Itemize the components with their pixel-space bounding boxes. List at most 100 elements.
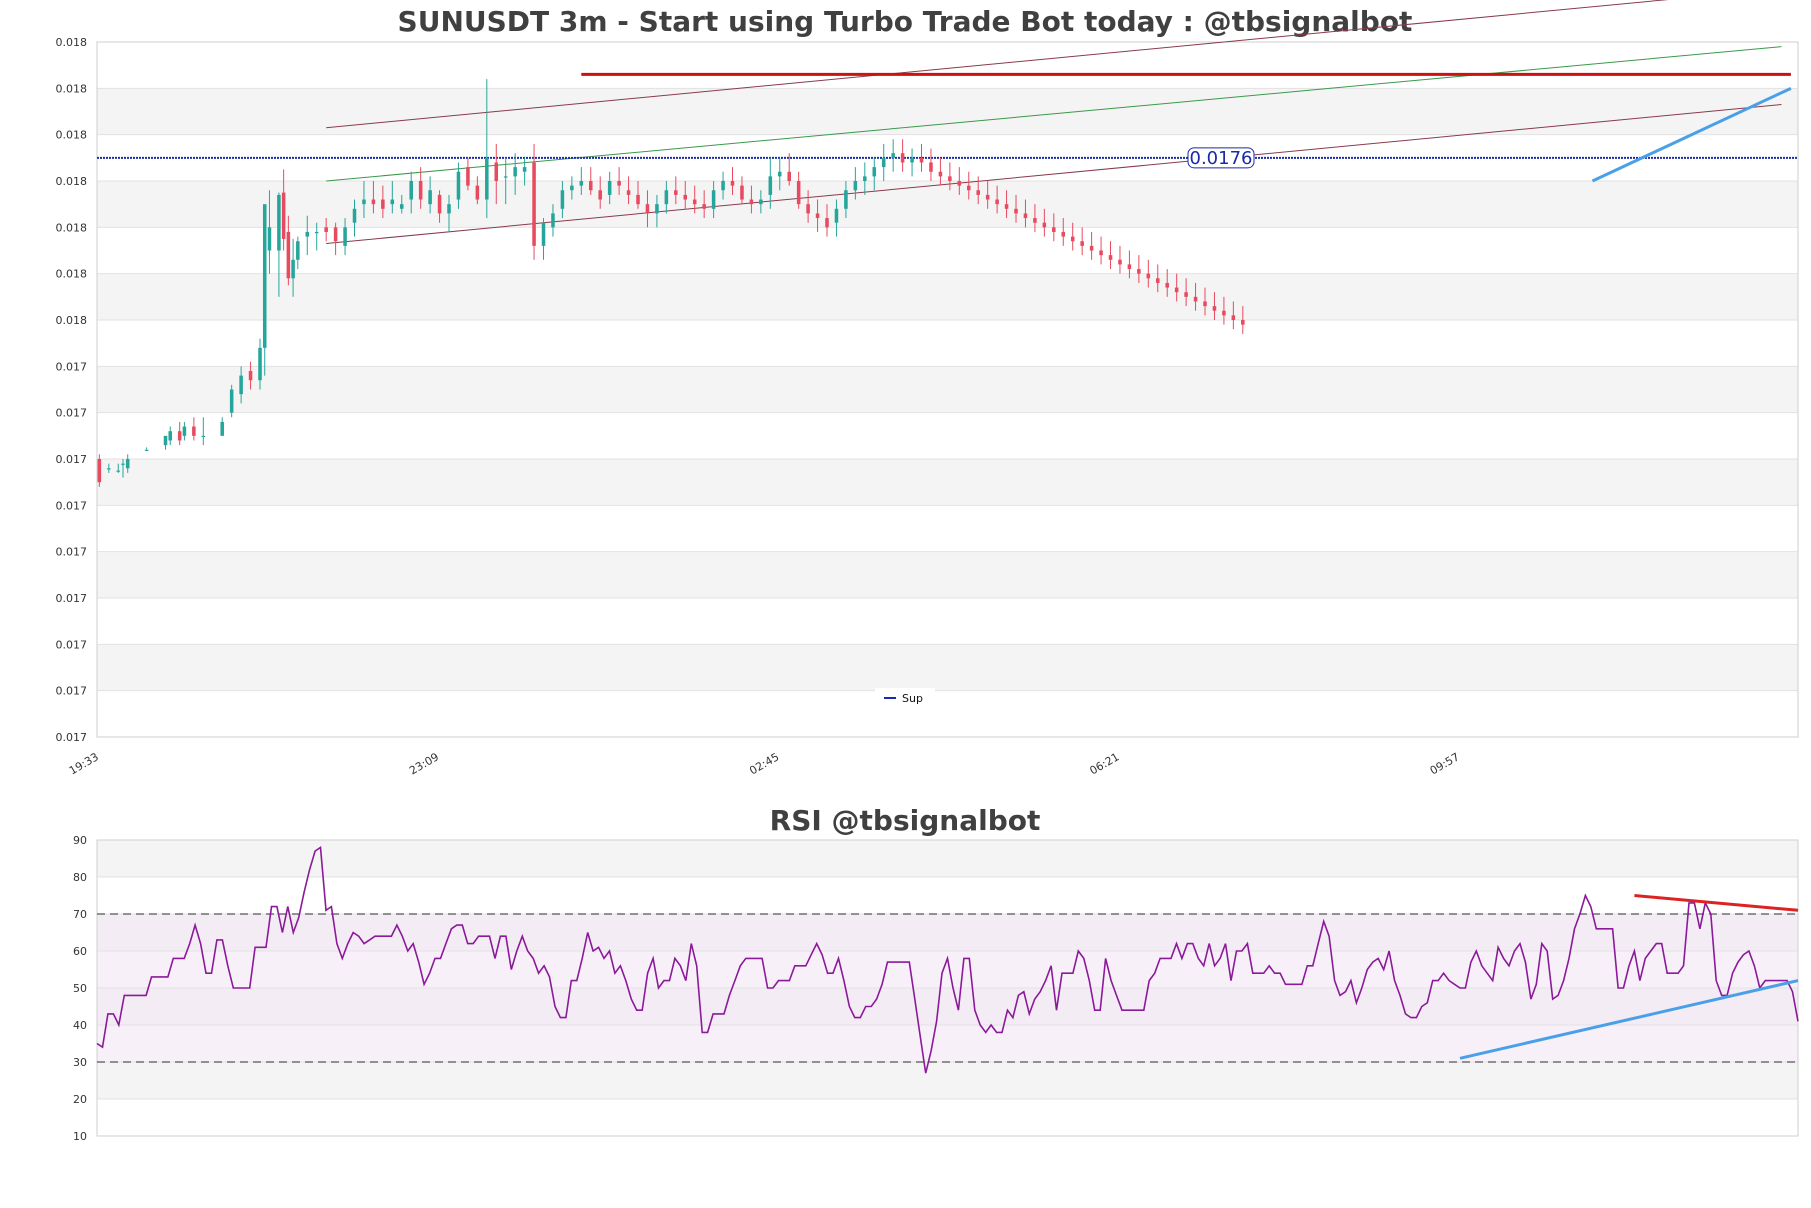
support-label-box [1187,147,1255,169]
candle-body [121,463,125,465]
y-tick-label: 0.018 [56,129,88,142]
candle-body [409,181,413,200]
candle-body [201,435,206,438]
y-tick-label: 0.018 [56,221,88,234]
candle-body [1165,282,1169,288]
candle-body [1042,222,1047,228]
candle-body [721,181,725,191]
candle-body [390,199,395,205]
candle-body [692,199,697,205]
candle-body [168,431,173,441]
rsi-y-tick-label: 90 [73,834,87,847]
candle-body [570,185,574,191]
y-tick-label: 0.018 [56,175,88,188]
candle-body [806,204,810,214]
candle-body [929,162,933,172]
candle-body [1033,218,1037,223]
candle-body [262,204,267,348]
candle-body [1127,264,1132,270]
candle-body [163,435,168,446]
candle-body [541,222,546,246]
candle-body [1146,273,1151,279]
candle-body [485,157,489,200]
candle-body [428,190,432,205]
candle-body [1080,241,1084,246]
candle-body [815,213,820,219]
candle-body [267,227,272,251]
rsi-frame [96,839,1799,1137]
candle-body [796,181,801,205]
support-value-label: 0.0176 [1190,148,1253,169]
y-tick-label: 0.017 [56,453,88,466]
candle-body [371,199,376,205]
candle-body [97,459,102,483]
candle-body [381,199,385,209]
candle-body [418,181,423,200]
candle-body [740,185,744,200]
x-tick-label: 23:09 [407,750,441,777]
candle-body [305,231,310,237]
rsi-y-tick-label: 70 [73,908,87,921]
candle-body [1004,204,1009,209]
candle-body [1118,259,1122,265]
grid-band [97,644,1798,691]
candle-body [683,194,688,200]
grid-band [97,273,1798,320]
rsi-downtrend-line [1634,894,1799,912]
candle-body [352,208,357,223]
candle-body [220,421,224,436]
candle-body [664,190,669,205]
candle-body [324,227,328,232]
candle-body [730,181,735,186]
candle-body [626,190,631,195]
candle-body [248,370,253,381]
candle-body [182,426,187,436]
rsi-grid-band [97,840,1798,877]
x-tick-label: 06:21 [1088,750,1122,777]
candle-body [513,167,517,177]
channel-upper-line [326,0,1669,129]
candle-body [503,176,508,178]
candle-body [116,470,121,472]
y-tick-label: 0.017 [56,592,88,605]
rsi-grid-band [97,1062,1798,1099]
candle-body [948,176,952,181]
candle-body [1155,278,1160,283]
rsi-y-tick-label: 50 [73,982,87,995]
candle-body [532,162,536,246]
candle-body [711,190,716,209]
candle-body [1174,287,1179,293]
candle-body [494,162,499,181]
candle-body [749,199,754,205]
candle-body [863,176,867,181]
candle-body [522,167,527,172]
y-tick-label: 0.017 [56,546,88,559]
candle-body [834,208,839,223]
candle-body [314,231,319,234]
candle-body [674,190,678,195]
y-tick-label: 0.017 [56,499,88,512]
candle-body [1099,250,1103,256]
candle-body [966,185,971,191]
candle-body [919,157,924,163]
candle-body [617,181,621,186]
y-tick-label: 0.018 [56,314,88,327]
x-tick-label: 19:33 [67,750,101,777]
candle-body [229,389,234,413]
candle-body [777,171,782,177]
candle-body [881,157,886,168]
grid-band [97,181,1798,228]
candle-body [1052,227,1056,232]
candle-body [872,167,877,177]
candle-body [995,199,999,205]
candle-body [343,227,347,246]
candle-body [437,194,442,214]
rsi-y-tick-label: 10 [73,1130,87,1143]
candle-body [985,194,990,200]
grid-band [97,551,1798,598]
candle-body [976,190,980,195]
y-tick-label: 0.018 [56,36,88,49]
trend-line [1591,86,1792,183]
x-tick-label: 02:45 [747,750,781,777]
